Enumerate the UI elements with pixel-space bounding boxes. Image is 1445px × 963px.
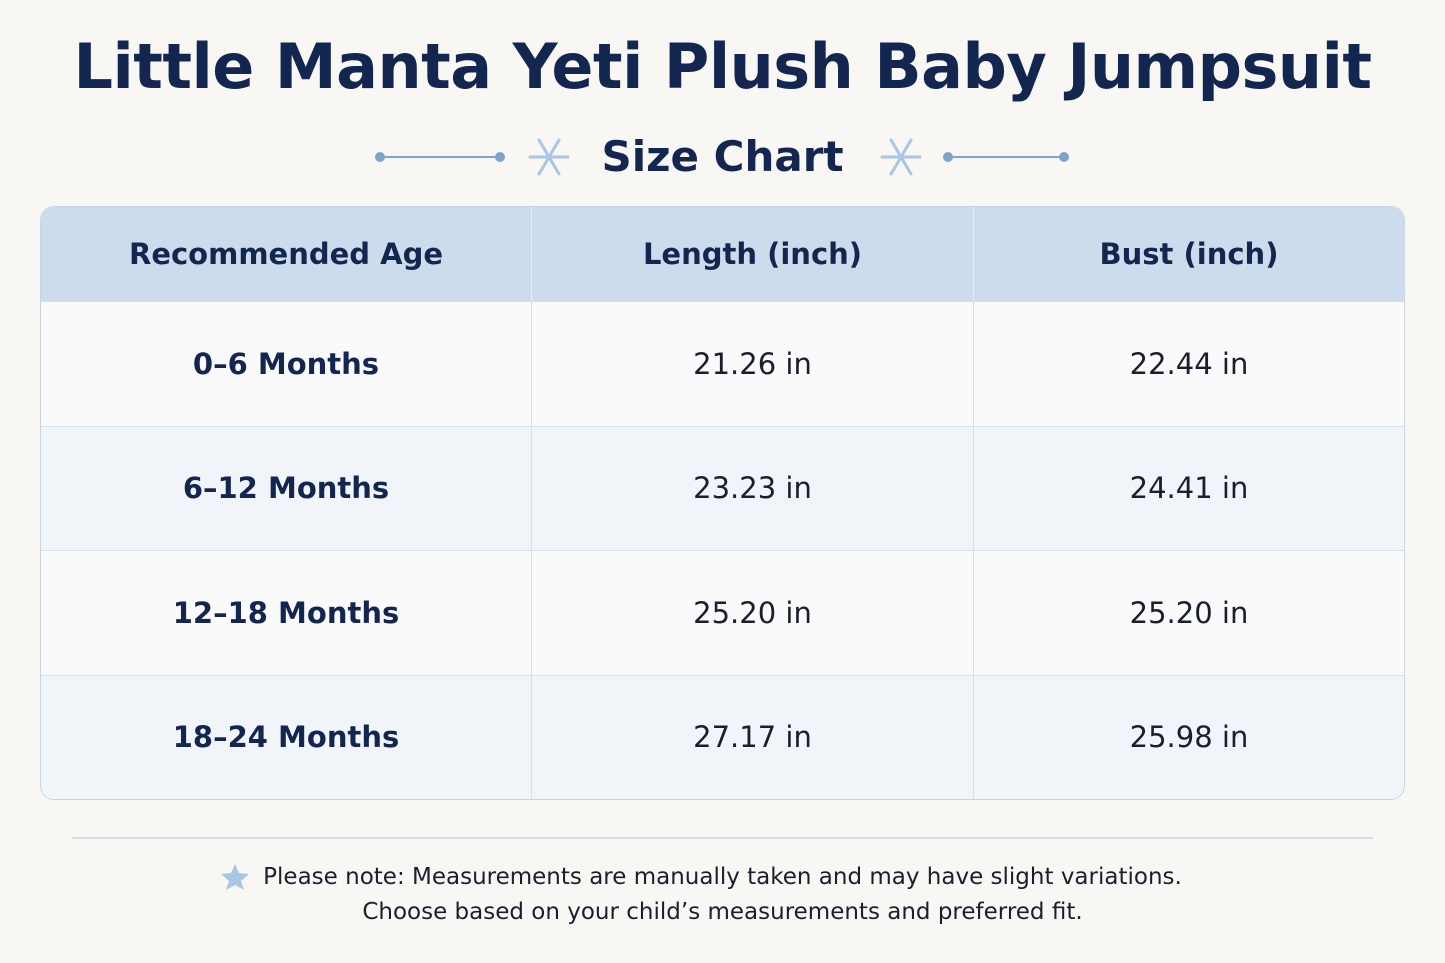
table-cell: 21.26 in <box>531 302 973 426</box>
divider <box>72 837 1373 839</box>
title: Little Manta Yeti Plush Baby Jumpsuit <box>73 30 1372 103</box>
note-line: Please note: Measurements are manually t… <box>263 864 1182 890</box>
table-cell: 18–24 Months <box>172 720 400 755</box>
table-cell: 25.20 in <box>531 551 973 675</box>
column-header: Length (inch) <box>531 207 973 301</box>
table-cell: 12–18 Months <box>172 595 400 630</box>
table-cell: 25.98 in <box>973 675 1404 799</box>
table-cell: 24.41 in <box>973 426 1404 550</box>
table-cell: 6–12 Months <box>182 471 390 506</box>
note-line: Choose based on your child’s measurement… <box>362 899 1083 925</box>
table-row: 0–6 Months 21.26 in 22.44 in <box>41 301 1404 426</box>
table-row: 6–12 Months 23.23 in 24.41 in <box>41 425 1404 550</box>
table-row: 12–18 Months 25.20 in 25.20 in <box>41 550 1404 675</box>
subtitle: Size Chart <box>601 132 844 181</box>
header-row: Recommended Age Length (inch) Bust (inch) <box>41 207 1404 301</box>
table-cell: 23.23 in <box>531 426 973 550</box>
table-row: 18–24 Months 27.17 in 25.98 in <box>41 674 1404 799</box>
table-cell: 0–6 Months <box>192 346 380 381</box>
column-header: Recommended Age <box>128 237 443 271</box>
size-table: Recommended Age Length (inch) Bust (inch) 0… <box>40 206 1405 800</box>
table-cell: 22.44 in <box>973 302 1404 426</box>
column-header: Bust (inch) <box>973 207 1404 301</box>
table-cell: 27.17 in <box>531 675 973 799</box>
table-cell: 25.20 in <box>973 551 1404 675</box>
